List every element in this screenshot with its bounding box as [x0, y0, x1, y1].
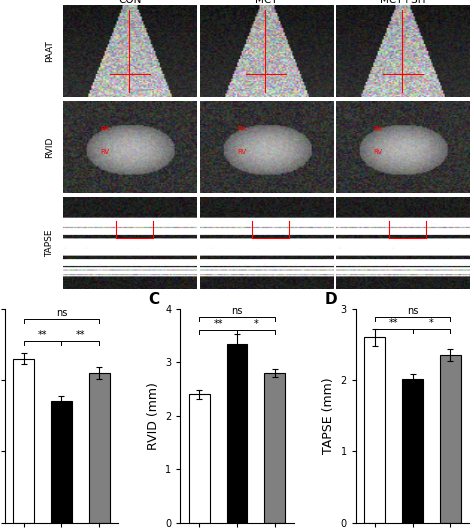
Y-axis label: TAPSE (mm): TAPSE (mm) — [322, 378, 335, 454]
Y-axis label: RVID (mm): RVID (mm) — [146, 382, 160, 450]
Text: *: * — [429, 317, 434, 327]
Title: CON: CON — [118, 0, 141, 5]
Text: PAAT: PAAT — [46, 40, 55, 62]
Text: ns: ns — [56, 308, 67, 318]
Text: **: ** — [213, 319, 223, 329]
Bar — [365, 337, 385, 523]
Text: **: ** — [75, 329, 85, 340]
Bar — [189, 394, 210, 523]
Text: TAPSE: TAPSE — [46, 229, 55, 257]
Title: MCT: MCT — [255, 0, 277, 5]
Text: RA: RA — [237, 126, 246, 131]
Text: *: * — [254, 319, 258, 329]
Text: ns: ns — [231, 306, 243, 316]
Text: **: ** — [389, 317, 399, 327]
Bar — [440, 355, 461, 523]
Text: C: C — [149, 291, 160, 307]
Bar — [13, 359, 34, 523]
Bar — [89, 373, 109, 523]
Bar — [402, 379, 423, 523]
Bar — [51, 401, 72, 523]
Text: RA: RA — [100, 126, 109, 131]
Text: RV: RV — [237, 149, 246, 155]
Text: **: ** — [38, 329, 47, 340]
Title: MCT+SH: MCT+SH — [380, 0, 426, 5]
Bar — [227, 344, 247, 523]
Text: RV: RV — [100, 149, 109, 155]
Text: RA: RA — [374, 126, 383, 131]
Bar — [264, 373, 285, 523]
Text: RVID: RVID — [46, 136, 55, 158]
Text: ns: ns — [407, 306, 418, 316]
Text: RV: RV — [374, 149, 383, 155]
Text: D: D — [324, 291, 337, 307]
